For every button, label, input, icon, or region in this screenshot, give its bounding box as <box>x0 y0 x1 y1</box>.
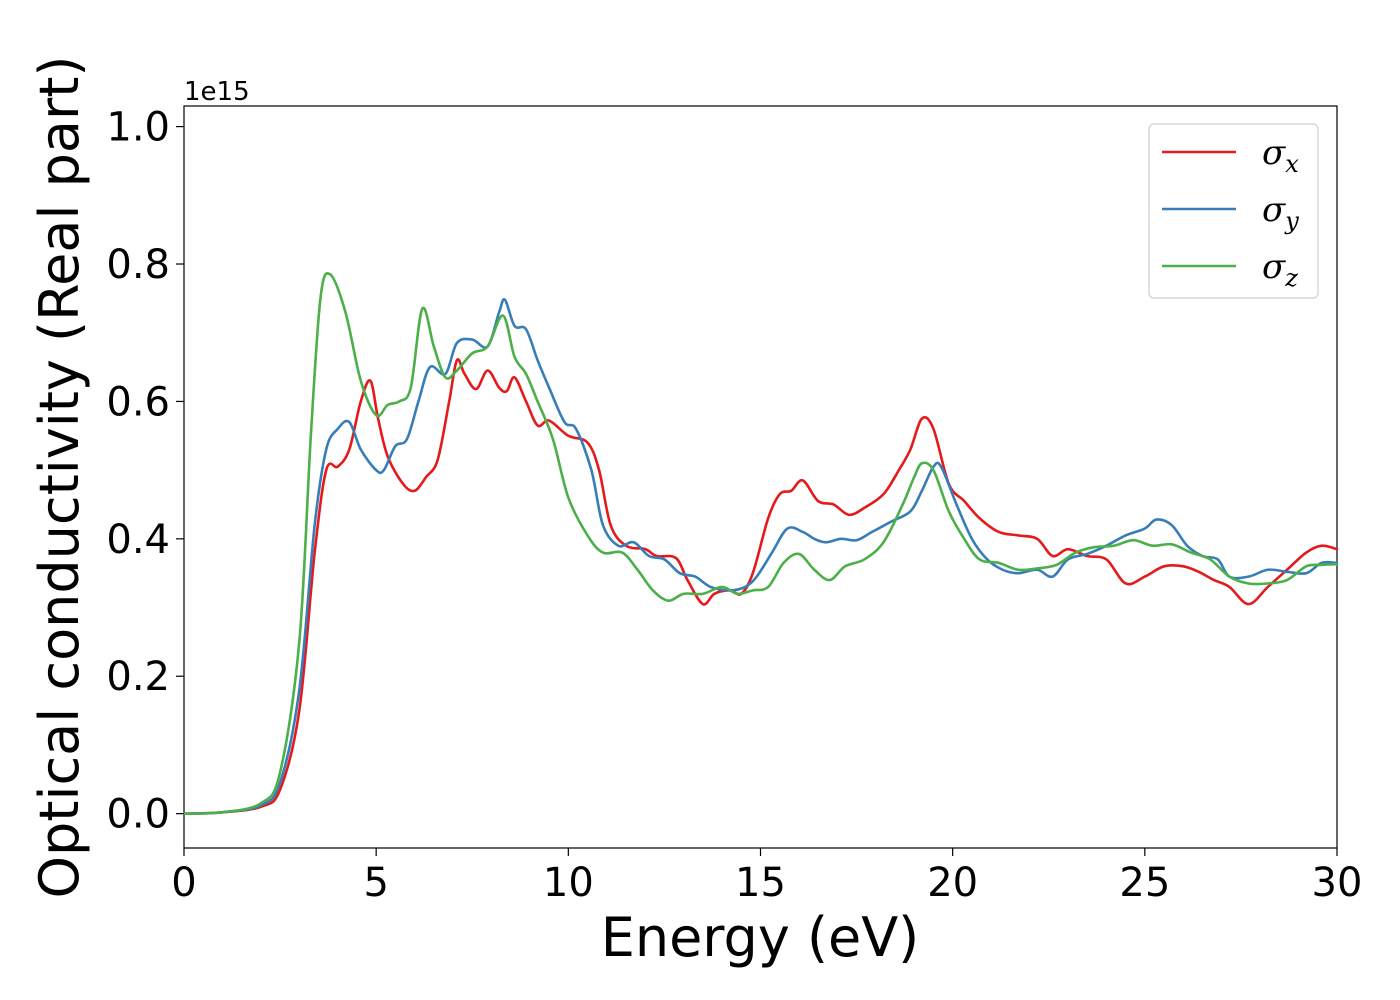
series-line-y <box>182 297 1339 815</box>
series-layer <box>182 272 1339 815</box>
x-tick-label: 0 <box>171 860 196 906</box>
y-tick-label: 0.2 <box>106 654 170 700</box>
x-axis: 0 5 10 15 20 25 30 <box>171 848 1362 906</box>
x-tick-label: 15 <box>735 860 786 906</box>
y-offset-text: 1e15 <box>184 77 250 107</box>
x-tick-label: 20 <box>927 860 978 906</box>
plot-frame <box>183 105 1338 849</box>
y-tick-label: 0.8 <box>106 242 170 288</box>
plot-area <box>182 105 1339 849</box>
x-tick-label: 30 <box>1312 860 1363 906</box>
y-axis: 0.0 0.2 0.4 0.6 0.8 1.0 <box>106 105 184 838</box>
x-tick-label: 25 <box>1119 860 1170 906</box>
y-axis-label: Optical conductivity (Real part) <box>28 56 91 899</box>
x-tick-label: 10 <box>543 860 594 906</box>
series-line-x <box>182 357 1339 815</box>
x-tick-label: 5 <box>363 860 388 906</box>
x-axis-label: Energy (eV) <box>601 906 920 969</box>
y-tick-label: 0.6 <box>106 379 170 425</box>
series-line-z <box>182 272 1339 815</box>
y-tick-label: 0.4 <box>106 517 170 563</box>
y-tick-label: 0.0 <box>106 792 170 838</box>
legend-box <box>1148 123 1319 299</box>
y-tick-label: 1.0 <box>106 105 170 151</box>
